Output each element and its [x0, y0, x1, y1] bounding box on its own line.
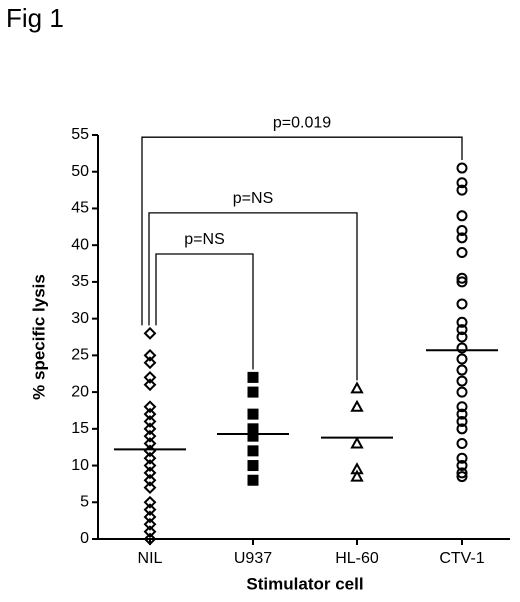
point [456, 331, 468, 343]
point [143, 326, 157, 340]
point [456, 364, 468, 376]
point [456, 247, 468, 259]
point [143, 370, 157, 384]
y-tick-label: 45 [71, 200, 89, 217]
point [456, 232, 468, 244]
point [456, 276, 468, 288]
point [143, 525, 157, 539]
point [456, 298, 468, 310]
y-tick-label: 0 [80, 530, 89, 547]
point [143, 422, 157, 436]
y-tick-label: 40 [71, 236, 89, 253]
significance-bracket [155, 253, 254, 370]
point [456, 438, 468, 450]
y-tick-label: 10 [71, 457, 89, 474]
point [143, 495, 157, 509]
y-tick-label: 25 [71, 347, 89, 364]
point [143, 356, 157, 370]
x-tick-label: NIL [138, 550, 163, 567]
point [456, 460, 468, 472]
x-tick-label: HL-60 [335, 550, 379, 567]
point [143, 348, 157, 362]
point [350, 469, 364, 482]
significance-label: p=NS [233, 190, 273, 207]
figure-label: Fig 1 [6, 3, 64, 33]
y-tick-label: 20 [71, 383, 89, 400]
point [456, 210, 468, 222]
point [456, 316, 468, 328]
y-tick-label: 50 [71, 163, 89, 180]
point [456, 353, 468, 365]
point [143, 503, 157, 517]
point [143, 437, 157, 450]
significance-label: p=0.019 [273, 114, 331, 131]
y-tick-label: 15 [71, 420, 89, 437]
y-tick-label: 35 [71, 273, 89, 290]
point [456, 177, 468, 189]
point [247, 386, 259, 398]
point [143, 444, 157, 458]
point [143, 451, 157, 465]
point [350, 381, 364, 394]
point [456, 162, 468, 174]
point [456, 423, 468, 435]
point [456, 224, 468, 236]
point [456, 401, 468, 413]
point [143, 407, 157, 421]
point [143, 466, 157, 480]
point [247, 474, 259, 486]
point [143, 378, 157, 392]
point [350, 436, 364, 449]
point [247, 371, 259, 383]
significance-bracket [148, 212, 358, 381]
point [456, 324, 468, 336]
point [143, 459, 157, 472]
point [143, 429, 157, 443]
significance-bracket [141, 136, 463, 326]
point [143, 415, 157, 428]
point [456, 452, 468, 464]
point [143, 400, 157, 414]
y-axis-title: % specific lysis [29, 274, 48, 400]
point [247, 430, 259, 442]
point [247, 445, 259, 457]
significance-label: p=NS [184, 231, 224, 248]
point [456, 408, 468, 420]
point [143, 473, 157, 487]
point [456, 467, 468, 479]
y-tick-label: 55 [71, 126, 89, 143]
y-tick-label: 5 [80, 493, 89, 510]
point [143, 481, 157, 494]
point [247, 460, 259, 472]
point [350, 399, 364, 412]
point [456, 375, 468, 387]
x-axis-title: Stimulator cell [246, 574, 363, 593]
point [456, 415, 468, 427]
point [143, 517, 157, 531]
point [456, 272, 468, 284]
point [456, 471, 468, 483]
point [143, 510, 157, 524]
point [247, 408, 259, 420]
x-tick-label: U937 [234, 550, 272, 567]
point [456, 342, 468, 354]
point [456, 184, 468, 196]
point [143, 532, 157, 546]
point [456, 386, 468, 398]
x-tick-label: CTV-1 [439, 550, 484, 567]
y-tick-label: 30 [71, 310, 89, 327]
